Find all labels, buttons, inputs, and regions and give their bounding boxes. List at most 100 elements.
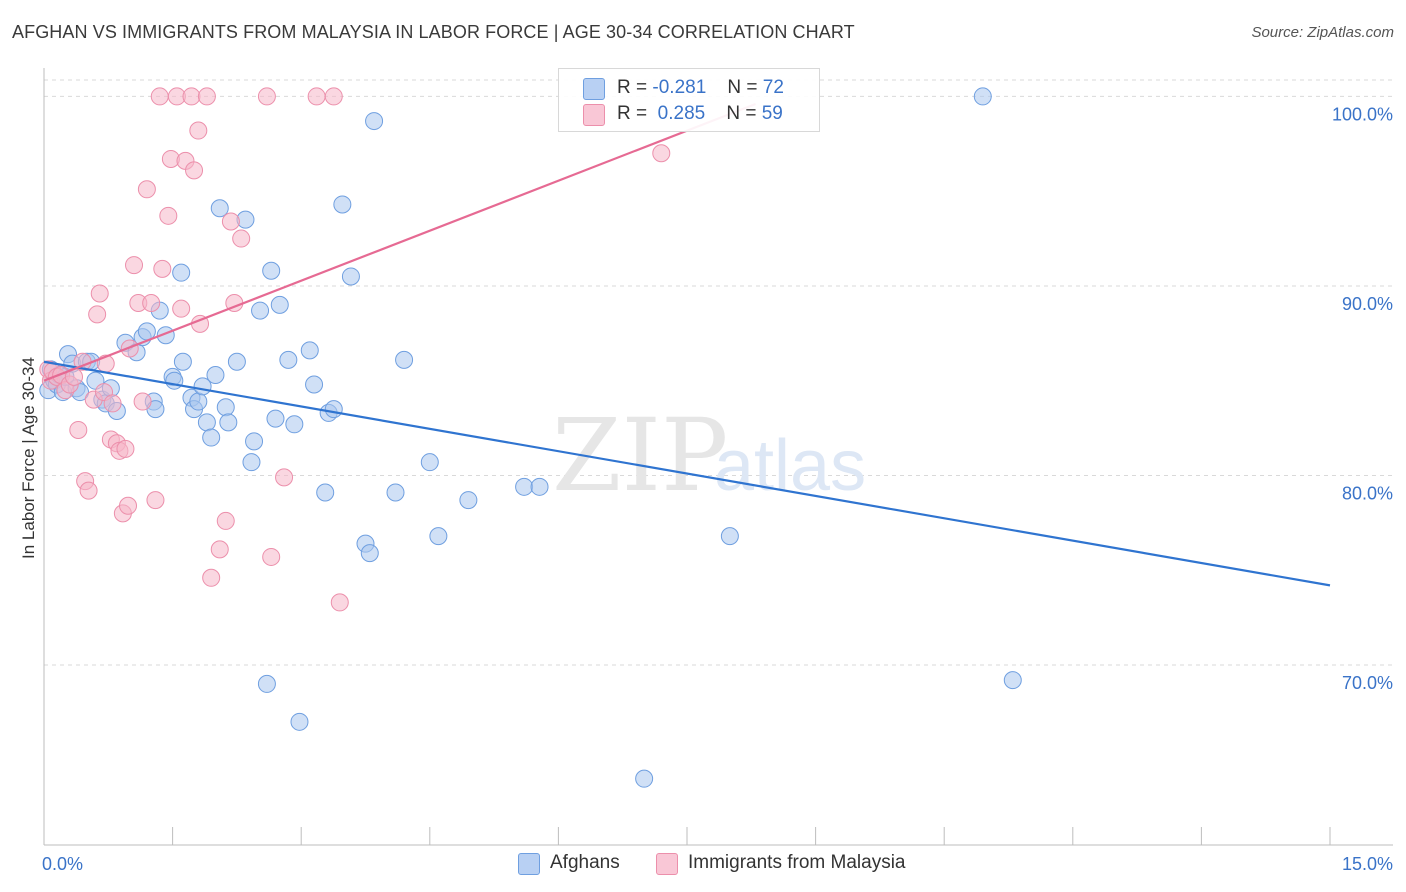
- afghans-point: [386, 483, 405, 502]
- x-tick-label-max: 15.0%: [1342, 854, 1393, 874]
- afghans-point: [242, 453, 261, 472]
- malaysia-point: [69, 420, 88, 439]
- malaysia-point: [324, 87, 343, 106]
- chart-source: Source: ZipAtlas.com: [1251, 24, 1394, 41]
- malaysia-point: [79, 481, 98, 500]
- y-axis-label: In Labor Force | Age 30-34: [19, 357, 38, 559]
- afghans-point: [172, 263, 191, 282]
- malaysia-point: [185, 161, 204, 180]
- malaysia-point: [210, 540, 229, 559]
- malaysia-point: [119, 496, 138, 515]
- malaysia-point: [125, 256, 144, 275]
- malaysia-trendline: [43, 102, 756, 382]
- afghans-point: [270, 295, 289, 314]
- legend-swatch-afghans: [583, 78, 605, 100]
- legend-r-malaysia: 0.285: [657, 103, 706, 124]
- afghans-trendline: [43, 360, 1331, 587]
- malaysia-point: [159, 206, 178, 225]
- malaysia-point: [202, 568, 221, 587]
- afghans-point: [360, 544, 379, 563]
- afghans-point: [266, 409, 285, 428]
- trend-layer: [43, 102, 1331, 587]
- malaysia-point: [142, 293, 161, 312]
- afghans-point: [189, 392, 208, 411]
- afghans-point: [262, 261, 281, 280]
- malaysia-point: [652, 144, 671, 163]
- malaysia-point: [330, 593, 349, 612]
- legend-n-label: N =: [727, 77, 758, 98]
- malaysia-point: [133, 392, 152, 411]
- malaysia-point: [90, 284, 109, 303]
- bottom-legend-swatch-malaysia: [656, 853, 678, 875]
- afghans-point: [197, 413, 216, 432]
- afghans-point: [341, 267, 360, 286]
- legend-swatch-malaysia: [583, 104, 605, 126]
- afghans-point: [219, 413, 238, 432]
- malaysia-point: [257, 87, 276, 106]
- malaysia-point: [172, 299, 191, 318]
- y-tick-label: 100.0%: [1332, 104, 1393, 124]
- afghans-point: [459, 491, 478, 510]
- afghans-point: [216, 398, 235, 417]
- afghans-point: [300, 341, 319, 360]
- afghans-point: [305, 375, 324, 394]
- malaysia-point: [103, 394, 122, 413]
- malaysia-point: [216, 511, 235, 530]
- afghans-point: [635, 769, 654, 788]
- y-tick-label: 90.0%: [1342, 294, 1393, 314]
- points-layer: [39, 87, 1022, 788]
- y-tick-label: 80.0%: [1342, 483, 1393, 503]
- x-tick-label-min: 0.0%: [42, 854, 83, 874]
- malaysia-point: [137, 180, 156, 199]
- legend-r-label: R =: [617, 103, 648, 124]
- grid-layer: [44, 79, 1392, 666]
- bottom-legend-label-afghans: Afghans: [550, 852, 620, 873]
- chart-title: AFGHAN VS IMMIGRANTS FROM MALAYSIA IN LA…: [12, 22, 855, 42]
- afghans-point: [420, 453, 439, 472]
- afghans-point: [210, 199, 229, 218]
- malaysia-point: [189, 121, 208, 140]
- y-tick-label: 70.0%: [1342, 673, 1393, 693]
- afghans-point: [257, 674, 276, 693]
- afghans-point: [395, 350, 414, 369]
- afghans-point: [515, 477, 534, 496]
- malaysia-point: [182, 87, 201, 106]
- watermark-atlas: atlas: [714, 426, 866, 506]
- afghans-point: [429, 527, 448, 546]
- legend-n-malaysia: 59: [761, 103, 783, 124]
- legend-r-label: R =: [617, 77, 648, 98]
- malaysia-point: [262, 547, 281, 566]
- malaysia-point: [275, 468, 294, 487]
- afghans-point: [365, 112, 384, 131]
- afghans-point: [720, 527, 739, 546]
- correlation-legend: R = -0.281 N = 72 R = 0.285 N = 59: [558, 68, 820, 132]
- bottom-legend-swatch-afghans: [518, 853, 540, 875]
- malaysia-point: [221, 212, 240, 231]
- malaysia-point: [153, 259, 172, 278]
- afghans-point: [202, 428, 221, 447]
- legend-n-afghans: 72: [762, 77, 784, 98]
- afghans-point: [1003, 671, 1022, 690]
- axes-layer: [43, 68, 1393, 846]
- bottom-legend-label-malaysia: Immigrants from Malaysia: [688, 852, 906, 873]
- afghans-point: [324, 400, 343, 419]
- afghans-point: [973, 87, 992, 106]
- legend-n-label: N =: [726, 103, 757, 124]
- malaysia-point: [146, 491, 165, 510]
- malaysia-point: [150, 87, 169, 106]
- legend-r-afghans: -0.281: [652, 77, 707, 98]
- afghans-point: [245, 432, 264, 451]
- afghans-point: [290, 712, 309, 731]
- afghans-point: [227, 352, 246, 371]
- afghans-point: [165, 371, 184, 390]
- afghans-point: [206, 366, 225, 385]
- afghans-point: [333, 195, 352, 214]
- malaysia-point: [307, 87, 326, 106]
- malaysia-point: [88, 305, 107, 324]
- labels-layer: In Labor Force | Age 30-34 0.0% 15.0% 70…: [19, 104, 1393, 874]
- afghans-point: [173, 352, 192, 371]
- malaysia-point: [232, 229, 251, 248]
- afghans-point: [251, 301, 270, 320]
- malaysia-point: [197, 87, 216, 106]
